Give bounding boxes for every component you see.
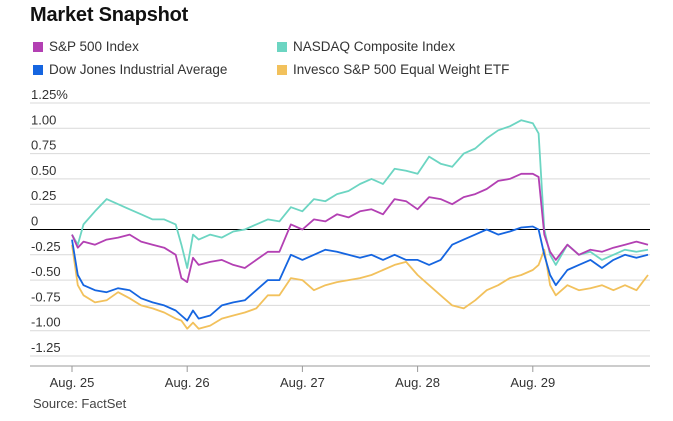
- series-line-sp500: [71, 172, 649, 284]
- series-line-dow: [71, 225, 649, 322]
- y-tick-label: 0: [31, 214, 38, 229]
- legend-item-dow: Dow Jones Industrial Average: [33, 62, 227, 77]
- legend-label-equal-weight: Invesco S&P 500 Equal Weight ETF: [293, 62, 510, 77]
- chart-title: Market Snapshot: [30, 4, 189, 26]
- x-tick-label: Aug. 27: [280, 375, 325, 390]
- y-tick-label: -1.25: [31, 340, 61, 355]
- y-tick-label: -0.50: [31, 264, 61, 279]
- series-lines: [71, 119, 649, 330]
- x-axis-tick-labels: Aug. 25 Aug. 26 Aug. 27 Aug. 28 Aug. 29: [50, 366, 555, 390]
- y-tick-label: 0.50: [31, 163, 56, 178]
- legend-item-sp500: S&P 500 Index: [33, 39, 139, 54]
- legend-label-dow: Dow Jones Industrial Average: [49, 62, 228, 77]
- x-tick-label: Aug. 29: [510, 375, 555, 390]
- y-tick-label: -0.75: [31, 289, 61, 304]
- y-tick-label: 0.75: [31, 138, 56, 153]
- legend-item-nasdaq: NASDAQ Composite Index: [277, 39, 455, 54]
- y-tick-label: -0.25: [31, 239, 61, 254]
- legend-swatch-dow: [33, 64, 43, 75]
- y-tick-label: 1.00: [31, 112, 56, 127]
- source-note: Source: FactSet: [33, 396, 127, 411]
- y-tick-label: 0.25: [31, 188, 56, 203]
- y-tick-label: -1.00: [31, 315, 61, 330]
- legend-label-sp500: S&P 500 Index: [49, 39, 139, 54]
- legend-item-equal-weight: Invesco S&P 500 Equal Weight ETF: [277, 62, 509, 77]
- x-tick-label: Aug. 25: [50, 375, 95, 390]
- legend-swatch-equal-weight: [277, 64, 287, 75]
- x-tick-label: Aug. 28: [395, 375, 440, 390]
- gridlines: [30, 102, 650, 367]
- x-tick-label: Aug. 26: [165, 375, 210, 390]
- legend-swatch-nasdaq: [277, 41, 287, 52]
- y-tick-label: 1.25%: [31, 87, 68, 102]
- legend-swatch-sp500: [33, 41, 43, 52]
- y-axis-tick-labels: 1.25% 1.00 0.75 0.50 0.25 0 -0.25 -0.50 -0.75 -1.…: [31, 87, 68, 355]
- legend-label-nasdaq: NASDAQ Composite Index: [293, 39, 456, 54]
- series-line-equal-weight: [71, 244, 649, 330]
